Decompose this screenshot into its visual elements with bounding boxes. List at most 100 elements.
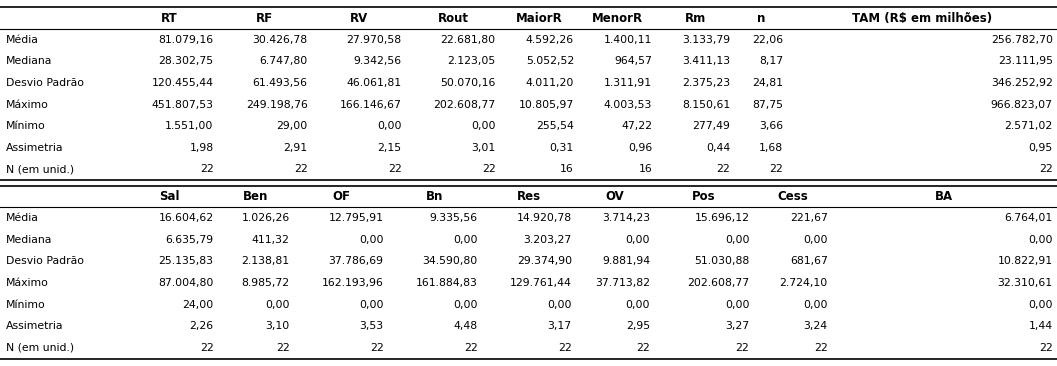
Text: 87,75: 87,75: [753, 100, 783, 109]
Text: 22: 22: [736, 343, 749, 353]
Text: 22: 22: [1039, 164, 1053, 175]
Text: 27.970,58: 27.970,58: [347, 35, 402, 45]
Text: 29,00: 29,00: [276, 121, 308, 131]
Text: 1.311,91: 1.311,91: [604, 78, 652, 88]
Text: Assimetria: Assimetria: [6, 143, 63, 153]
Text: 10.805,97: 10.805,97: [519, 100, 574, 109]
Text: 22: 22: [200, 343, 214, 353]
Text: 61.493,56: 61.493,56: [253, 78, 308, 88]
Text: Desvio Padrão: Desvio Padrão: [6, 78, 85, 88]
Text: 3,01: 3,01: [471, 143, 496, 153]
Text: 3.203,27: 3.203,27: [523, 235, 572, 245]
Text: RV: RV: [350, 12, 368, 25]
Text: 28.302,75: 28.302,75: [159, 56, 214, 66]
Text: 8.150,61: 8.150,61: [682, 100, 730, 109]
Text: 24,00: 24,00: [182, 300, 214, 310]
Text: 51.030,88: 51.030,88: [694, 257, 749, 266]
Text: 22.681,80: 22.681,80: [441, 35, 496, 45]
Text: 29.374,90: 29.374,90: [517, 257, 572, 266]
Text: 3,17: 3,17: [548, 321, 572, 331]
Text: 37.713,82: 37.713,82: [595, 278, 650, 288]
Text: 5.052,52: 5.052,52: [525, 56, 574, 66]
Text: 3.714,23: 3.714,23: [601, 213, 650, 223]
Text: 22: 22: [814, 343, 828, 353]
Text: 0,00: 0,00: [548, 300, 572, 310]
Text: 161.884,83: 161.884,83: [415, 278, 478, 288]
Text: RF: RF: [256, 12, 274, 25]
Text: 1,98: 1,98: [189, 143, 214, 153]
Text: 964,57: 964,57: [614, 56, 652, 66]
Text: 3,10: 3,10: [265, 321, 290, 331]
Text: 256.782,70: 256.782,70: [990, 35, 1053, 45]
Text: 411,32: 411,32: [252, 235, 290, 245]
Text: MaiorR: MaiorR: [516, 12, 562, 25]
Text: 22: 22: [294, 164, 308, 175]
Text: 9.881,94: 9.881,94: [601, 257, 650, 266]
Text: 0,00: 0,00: [265, 300, 290, 310]
Text: 2,95: 2,95: [626, 321, 650, 331]
Text: Res: Res: [517, 190, 541, 203]
Text: Ben: Ben: [243, 190, 268, 203]
Text: 0,00: 0,00: [803, 235, 828, 245]
Text: 22: 22: [482, 164, 496, 175]
Text: n: n: [757, 12, 765, 25]
Text: 8.985,72: 8.985,72: [241, 278, 290, 288]
Text: 32.310,61: 32.310,61: [998, 278, 1053, 288]
Text: 4.003,53: 4.003,53: [604, 100, 652, 109]
Text: 166.146,67: 166.146,67: [339, 100, 402, 109]
Text: 6.764,01: 6.764,01: [1004, 213, 1053, 223]
Text: 9.335,56: 9.335,56: [429, 213, 478, 223]
Text: 14.920,78: 14.920,78: [517, 213, 572, 223]
Text: 2.138,81: 2.138,81: [241, 257, 290, 266]
Text: 255,54: 255,54: [536, 121, 574, 131]
Text: 3,66: 3,66: [759, 121, 783, 131]
Text: 46.061,81: 46.061,81: [347, 78, 402, 88]
Text: 221,67: 221,67: [790, 213, 828, 223]
Text: 22: 22: [636, 343, 650, 353]
Text: 0,00: 0,00: [626, 235, 650, 245]
Text: 3.133,79: 3.133,79: [682, 35, 730, 45]
Text: 0,00: 0,00: [453, 235, 478, 245]
Text: 25.135,83: 25.135,83: [159, 257, 214, 266]
Text: BA: BA: [935, 190, 953, 203]
Text: 10.822,91: 10.822,91: [998, 257, 1053, 266]
Text: 4.011,20: 4.011,20: [525, 78, 574, 88]
Text: 0,00: 0,00: [725, 300, 749, 310]
Text: N (em unid.): N (em unid.): [6, 343, 74, 353]
Text: Bn: Bn: [426, 190, 444, 203]
Text: 2.724,10: 2.724,10: [779, 278, 828, 288]
Text: 129.761,44: 129.761,44: [509, 278, 572, 288]
Text: 0,44: 0,44: [706, 143, 730, 153]
Text: 681,67: 681,67: [790, 257, 828, 266]
Text: 22: 22: [1039, 343, 1053, 353]
Text: 22: 22: [388, 164, 402, 175]
Text: 12.795,91: 12.795,91: [329, 213, 384, 223]
Text: 120.455,44: 120.455,44: [151, 78, 214, 88]
Text: 2.123,05: 2.123,05: [447, 56, 496, 66]
Text: 50.070,16: 50.070,16: [441, 78, 496, 88]
Text: 22: 22: [276, 343, 290, 353]
Text: 37.786,69: 37.786,69: [329, 257, 384, 266]
Text: 2,26: 2,26: [189, 321, 214, 331]
Text: 3,53: 3,53: [359, 321, 384, 331]
Text: 22: 22: [464, 343, 478, 353]
Text: 22,06: 22,06: [753, 35, 783, 45]
Text: Média: Média: [6, 35, 39, 45]
Text: Máximo: Máximo: [6, 278, 50, 288]
Text: TAM (R$ em milhões): TAM (R$ em milhões): [852, 12, 993, 25]
Text: 0,00: 0,00: [453, 300, 478, 310]
Text: 6.635,79: 6.635,79: [165, 235, 214, 245]
Text: 0,00: 0,00: [359, 235, 384, 245]
Text: 3,27: 3,27: [725, 321, 749, 331]
Text: Mínimo: Mínimo: [6, 300, 47, 310]
Text: 16: 16: [560, 164, 574, 175]
Text: 202.608,77: 202.608,77: [433, 100, 496, 109]
Text: 202.608,77: 202.608,77: [687, 278, 749, 288]
Text: OF: OF: [332, 190, 350, 203]
Text: 451.807,53: 451.807,53: [151, 100, 214, 109]
Text: Média: Média: [6, 213, 39, 223]
Text: 277,49: 277,49: [692, 121, 730, 131]
Text: 346.252,92: 346.252,92: [990, 78, 1053, 88]
Text: 0,00: 0,00: [471, 121, 496, 131]
Text: 0,00: 0,00: [1028, 235, 1053, 245]
